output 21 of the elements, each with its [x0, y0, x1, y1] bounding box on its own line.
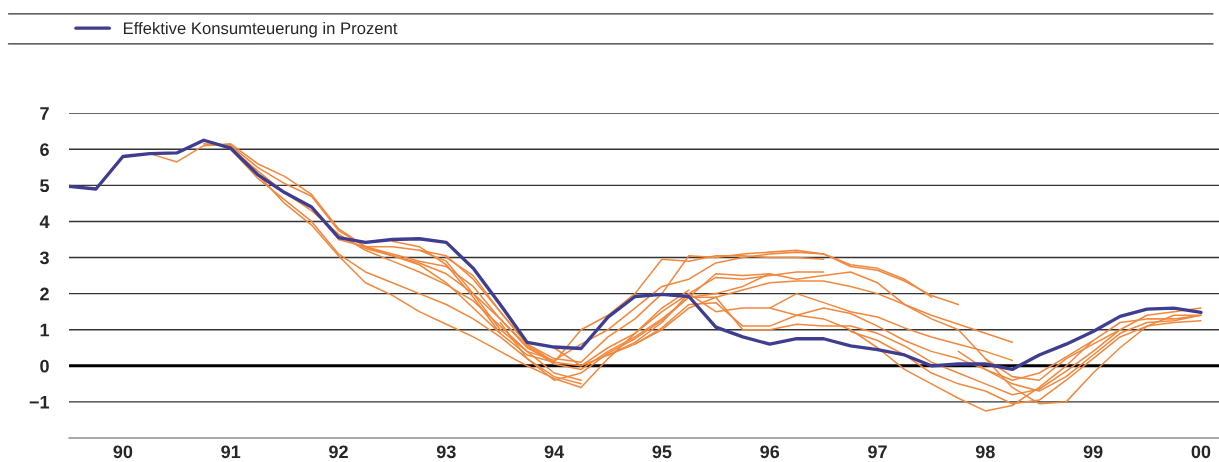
legend-label: Effektive Konsumteuerung in Prozent	[123, 21, 398, 38]
y-tick-label: 6	[40, 143, 49, 156]
x-tick-label: 91	[221, 445, 241, 459]
x-tick-label: 90	[113, 445, 133, 459]
y-tick-label: 4	[39, 215, 50, 228]
y-tick-label: −1	[29, 396, 50, 409]
y-tick-label: 7	[40, 107, 49, 120]
x-tick-label: 96	[760, 445, 780, 459]
x-tick-label: 98	[975, 445, 995, 459]
y-tick-label: 5	[40, 179, 50, 193]
x-tick-label: 95	[652, 445, 672, 459]
y-tick-label: 0	[40, 359, 49, 373]
y-tick-label: 2	[40, 287, 49, 301]
x-tick-label: 99	[1083, 445, 1103, 459]
x-tick-label: 94	[544, 445, 565, 459]
y-tick-label: 3	[39, 251, 49, 265]
x-tick-label: 97	[868, 445, 887, 459]
x-tick-label: 00	[1191, 445, 1211, 459]
x-tick-label: 92	[329, 445, 348, 459]
x-tick-label: 93	[436, 445, 456, 459]
y-tick-label: 1	[40, 323, 50, 337]
